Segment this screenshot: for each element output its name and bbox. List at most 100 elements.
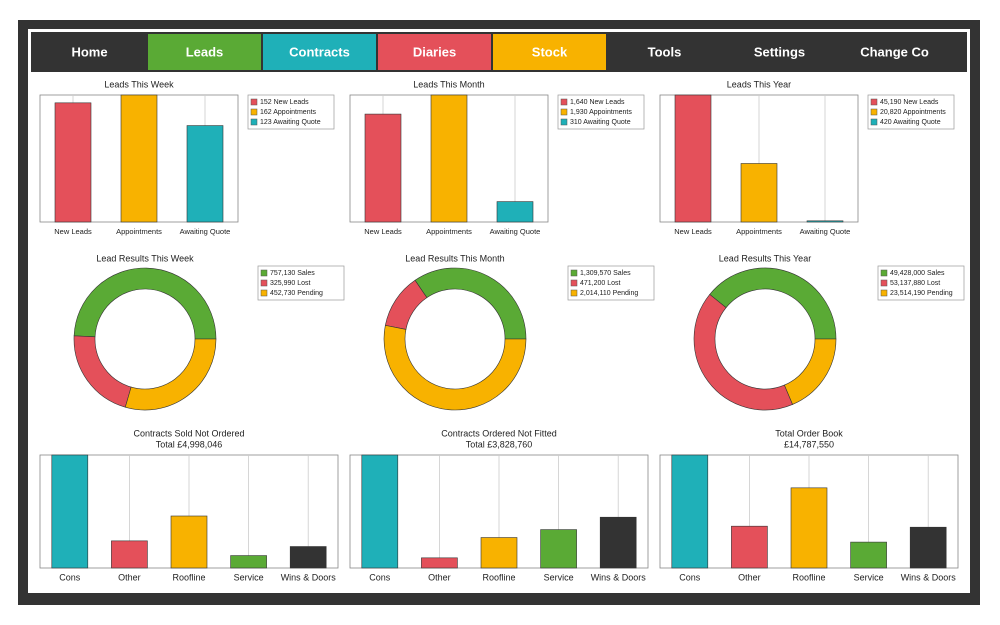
x-tick-label: Awaiting Quote <box>800 227 851 236</box>
bar <box>170 515 208 569</box>
bar <box>540 529 577 569</box>
x-tick-label: Appointments <box>736 227 782 236</box>
bar <box>674 94 712 223</box>
bar <box>806 220 844 223</box>
legend-swatch <box>250 108 258 116</box>
charts: Leads This Week New Leads Appointments Awai… <box>39 79 965 582</box>
nav-button[interactable] <box>493 34 606 70</box>
bar <box>111 540 148 569</box>
bar <box>54 102 92 223</box>
legend-swatch <box>560 98 568 106</box>
x-tick-label: New Leads <box>674 227 712 236</box>
bar <box>430 94 468 223</box>
bar <box>480 537 518 569</box>
legend-swatch <box>880 279 888 287</box>
x-tick-label: Service <box>234 572 264 582</box>
legend-swatch <box>250 118 258 126</box>
legend-box <box>257 265 345 301</box>
legend-swatch <box>570 279 578 287</box>
chart-title: Total Order Book <box>775 428 843 438</box>
legend-label: 471,200 Lost <box>580 280 621 287</box>
legend-swatch <box>260 269 268 277</box>
donut-segment <box>124 338 217 411</box>
donut-segment <box>73 267 217 340</box>
bar <box>51 454 89 569</box>
legend-label: 2,014,110 Pending <box>580 290 638 297</box>
nav-label[interactable]: Diaries <box>413 44 456 59</box>
chart-subtitle: Total £4,998,046 <box>156 439 223 449</box>
legend-label: 325,990 Lost <box>270 280 311 287</box>
nav-button[interactable] <box>838 34 951 70</box>
legend-swatch <box>260 279 268 287</box>
chart-title: Lead Results This Year <box>719 253 811 263</box>
legend-label: 1,309,570 Sales <box>580 270 631 277</box>
donut-segment <box>383 325 527 411</box>
bar <box>850 541 887 569</box>
legend-swatch <box>250 98 258 106</box>
nav-label[interactable]: Home <box>71 44 107 59</box>
legend-label: 49,428,000 Sales <box>890 270 945 277</box>
x-tick-label: Service <box>854 572 884 582</box>
legend-swatch <box>570 289 578 297</box>
nav-button[interactable] <box>33 34 146 70</box>
legend-label: 1,930 Appointments <box>570 109 632 116</box>
x-tick-label: Roofline <box>482 572 515 582</box>
legend-label: 452,730 Pending <box>270 290 323 297</box>
legend-label: 310 Awaiting Quote <box>570 119 631 126</box>
bar <box>740 163 778 223</box>
legend-label: 45,190 New Leads <box>880 99 939 106</box>
x-tick-label: Appointments <box>426 227 472 236</box>
x-tick-label: New Leads <box>364 227 402 236</box>
chart-title: Lead Results This Week <box>96 253 194 263</box>
nav-label[interactable]: Tools <box>648 44 682 59</box>
bar <box>421 557 458 569</box>
nav-label[interactable]: Settings <box>754 44 805 59</box>
nav-button[interactable] <box>723 34 836 70</box>
nav-button[interactable] <box>378 34 491 70</box>
bar <box>120 94 158 223</box>
bar <box>496 201 534 223</box>
bar <box>289 546 327 569</box>
bar <box>599 516 637 569</box>
bar <box>671 454 709 569</box>
donut-segment <box>784 338 837 405</box>
legend-label: 23,514,190 Pending <box>890 290 953 297</box>
nav-button[interactable] <box>608 34 721 70</box>
legend-swatch <box>570 269 578 277</box>
x-tick-label: Other <box>428 572 451 582</box>
nav-button[interactable] <box>148 34 261 70</box>
legend-swatch <box>880 289 888 297</box>
nav-button[interactable] <box>263 34 376 70</box>
legend-swatch <box>560 108 568 116</box>
x-tick-label: Other <box>118 572 141 582</box>
chart-subtitle: Total £3,828,760 <box>466 439 533 449</box>
chart-title: Leads This Year <box>727 79 791 89</box>
x-tick-label: Awaiting Quote <box>180 227 231 236</box>
chart-title: Contracts Sold Not Ordered <box>133 428 244 438</box>
bar <box>909 526 947 569</box>
bar <box>230 555 267 569</box>
x-tick-label: Roofline <box>792 572 825 582</box>
legend-swatch <box>870 118 878 126</box>
x-tick-label: Awaiting Quote <box>490 227 541 236</box>
nav-label[interactable]: Stock <box>532 44 568 59</box>
x-tick-label: Wins & Doors <box>591 572 647 582</box>
x-tick-label: Appointments <box>116 227 162 236</box>
legend-label: 53,137,880 Lost <box>890 280 940 287</box>
bar <box>731 525 768 569</box>
x-tick-label: Cons <box>679 572 701 582</box>
legend-label: 152 New Leads <box>260 99 309 106</box>
legend-swatch <box>870 98 878 106</box>
chart-title: Contracts Ordered Not Fitted <box>441 428 557 438</box>
legend-swatch <box>880 269 888 277</box>
nav: Home Leads Contracts Diaries Stock Tools Setti… <box>33 34 951 70</box>
x-tick-label: New Leads <box>54 227 92 236</box>
nav-label[interactable]: Contracts <box>289 44 350 59</box>
nav-label[interactable]: Leads <box>186 44 224 59</box>
nav-label[interactable]: Change Co <box>860 44 929 59</box>
x-tick-label: Service <box>544 572 574 582</box>
x-tick-label: Wins & Doors <box>281 572 337 582</box>
legend-box <box>877 265 965 301</box>
x-tick-label: Cons <box>369 572 391 582</box>
x-tick-label: Other <box>738 572 761 582</box>
